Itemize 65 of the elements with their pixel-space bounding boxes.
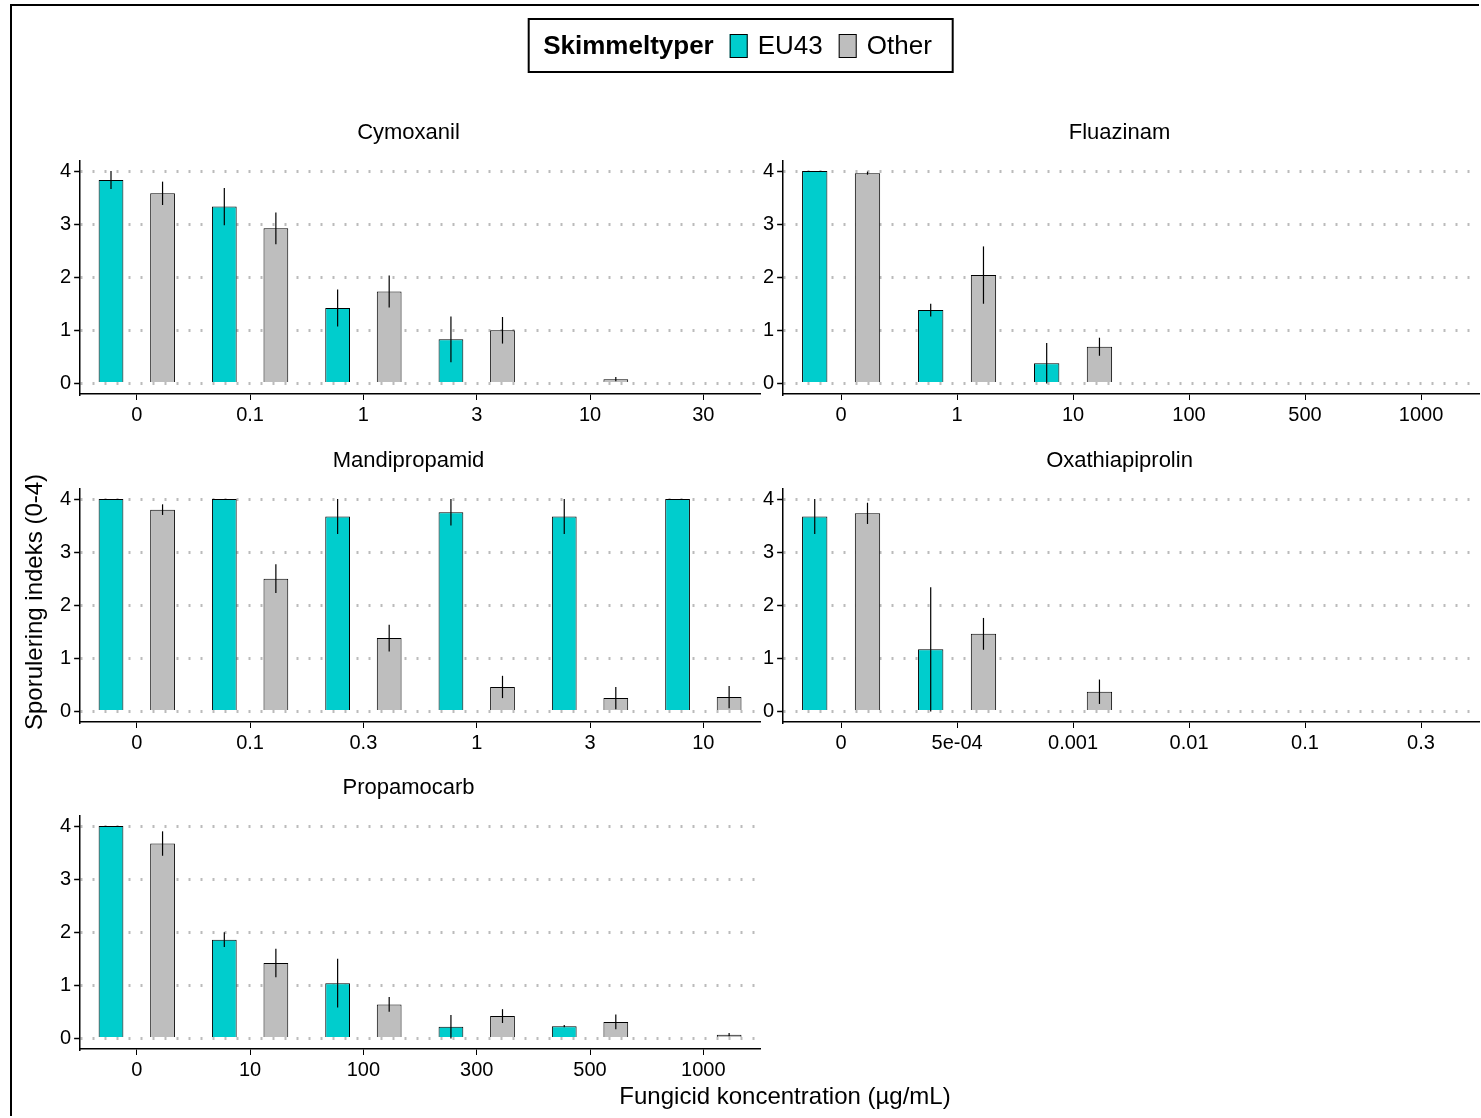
x-tick-label: 100 xyxy=(1172,402,1206,425)
x-tick-label: 1 xyxy=(951,402,963,425)
y-tick-label: 2 xyxy=(763,264,775,287)
chart-title: Cymoxanil xyxy=(357,119,460,145)
y-tick-label: 1 xyxy=(763,317,775,340)
chart-title: Mandipropamid xyxy=(332,447,485,473)
chart-title: Propamocarb xyxy=(342,774,475,800)
x-tick-label: 0 xyxy=(131,730,143,753)
y-tick-label: 1 xyxy=(763,645,775,668)
y-tick-label: 0 xyxy=(60,370,72,393)
x-tick-label: 3 xyxy=(471,402,483,425)
y-tick-label: 3 xyxy=(60,866,72,889)
y-tick-label: 4 xyxy=(60,486,72,509)
legend-label: Other xyxy=(866,30,932,61)
y-tick-label: 0 xyxy=(763,698,775,721)
x-tick-label: 500 xyxy=(1288,402,1322,425)
y-tick-label: 3 xyxy=(763,211,775,234)
y-tick-label: 1 xyxy=(60,645,72,668)
x-tick-label: 100 xyxy=(346,1057,381,1080)
y-tick-label: 2 xyxy=(763,592,775,615)
x-axis-title: Fungicid koncentration (µg/mL) xyxy=(619,1082,951,1110)
y-tick-label: 4 xyxy=(60,158,72,181)
x-tick-label: 0 xyxy=(835,730,847,753)
x-tick-label: 0.001 xyxy=(1048,730,1099,753)
y-tick-label: 3 xyxy=(763,539,775,562)
x-tick-label: 3 xyxy=(584,730,596,753)
x-tick-label: 1000 xyxy=(1398,402,1444,425)
x-tick-label: 1 xyxy=(357,402,369,425)
x-tick-label: 0.1 xyxy=(236,402,264,425)
y-tick-label: 0 xyxy=(60,1025,72,1048)
y-tick-label: 1 xyxy=(60,317,72,340)
x-tick-label: 10 xyxy=(578,402,602,425)
y-tick-label: 3 xyxy=(60,539,72,562)
x-tick-label: 0.01 xyxy=(1169,730,1209,753)
y-axis-title: Sporulering indeks (0-4) xyxy=(20,473,48,731)
y-tick-label: 2 xyxy=(60,264,72,287)
x-tick-label: 30 xyxy=(692,402,715,425)
y-tick-label: 1 xyxy=(60,972,72,995)
chart-title: Fluazinam xyxy=(1068,119,1171,145)
legend-label: EU43 xyxy=(757,30,823,61)
x-tick-label: 10 xyxy=(238,1057,262,1080)
y-tick-label: 3 xyxy=(60,211,72,234)
y-tick-label: 4 xyxy=(763,486,775,509)
legend-title: Skimmeltyper xyxy=(543,30,714,61)
x-tick-label: 5e-04 xyxy=(931,730,983,753)
x-tick-label: 300 xyxy=(460,1057,494,1080)
x-tick-label: 10 xyxy=(692,730,715,753)
x-tick-label: 0 xyxy=(131,402,143,425)
y-tick-label: 2 xyxy=(60,919,72,942)
x-tick-label: 0.1 xyxy=(1291,730,1319,753)
y-tick-label: 2 xyxy=(60,592,72,615)
y-tick-label: 4 xyxy=(60,813,72,836)
x-tick-label: 1 xyxy=(471,730,483,753)
x-tick-label: 0.1 xyxy=(236,730,264,753)
y-tick-label: 4 xyxy=(763,158,775,181)
y-tick-label: 0 xyxy=(763,370,775,393)
chart-title: Oxathiapiprolin xyxy=(1046,447,1193,473)
x-tick-label: 0.3 xyxy=(349,730,378,753)
x-tick-label: 0 xyxy=(835,402,847,425)
x-tick-label: 10 xyxy=(1061,402,1085,425)
x-tick-label: 0.3 xyxy=(1407,730,1435,753)
x-tick-label: 1000 xyxy=(681,1057,726,1080)
x-tick-label: 0 xyxy=(131,1057,143,1080)
y-tick-label: 0 xyxy=(60,698,72,721)
x-tick-label: 500 xyxy=(573,1057,607,1080)
